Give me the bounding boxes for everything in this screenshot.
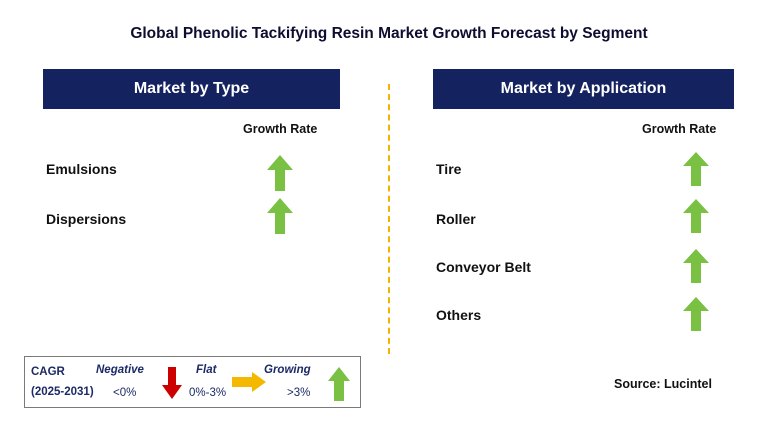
- legend-negative-label: Negative: [96, 364, 144, 376]
- cagr-legend: CAGR (2025-2031) Negative <0% Flat 0%-3%…: [24, 356, 361, 408]
- right-arrow-icon: [232, 372, 266, 392]
- type-panel-header: Market by Type: [43, 69, 340, 109]
- source-note: Source: Lucintel: [614, 377, 712, 391]
- up-arrow-icon: [683, 199, 709, 233]
- up-arrow-icon: [328, 367, 350, 401]
- application-growth-rate-header: Growth Rate: [642, 122, 717, 136]
- row-label-tire: Tire: [436, 161, 462, 177]
- legend-growing-label: Growing: [264, 364, 311, 376]
- row-label-emulsions: Emulsions: [46, 161, 117, 177]
- legend-growing-range: >3%: [287, 387, 311, 399]
- legend-flat-range: 0%-3%: [189, 387, 227, 399]
- legend-negative-range: <0%: [113, 387, 137, 399]
- row-label-conveyor-belt: Conveyor Belt: [436, 259, 531, 275]
- down-arrow-icon: [162, 367, 182, 399]
- up-arrow-icon: [683, 152, 709, 186]
- up-arrow-icon: [267, 198, 293, 234]
- legend-cagr-label: CAGR: [31, 366, 65, 378]
- up-arrow-icon: [683, 249, 709, 283]
- up-arrow-icon: [267, 155, 293, 191]
- up-arrow-icon: [683, 297, 709, 331]
- type-growth-rate-header: Growth Rate: [243, 122, 318, 136]
- row-label-roller: Roller: [436, 211, 476, 227]
- application-panel-header: Market by Application: [433, 69, 734, 109]
- row-label-dispersions: Dispersions: [46, 211, 127, 227]
- legend-flat-label: Flat: [196, 364, 217, 376]
- row-label-others: Others: [436, 307, 482, 323]
- legend-period: (2025-2031): [31, 386, 94, 398]
- chart-title: Global Phenolic Tackifying Resin Market …: [130, 25, 648, 42]
- panel-divider: [388, 84, 390, 354]
